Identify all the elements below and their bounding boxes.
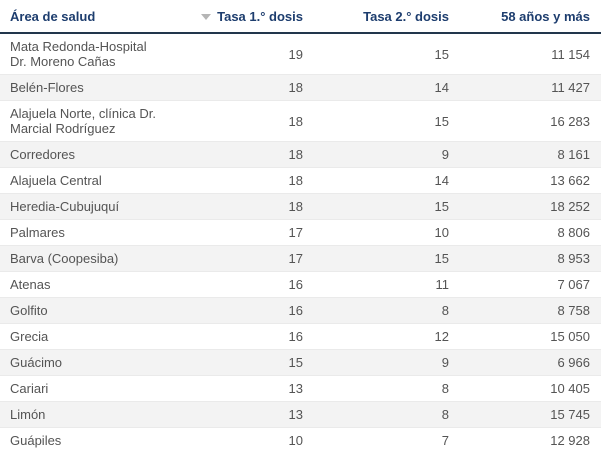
table-row[interactable]: Golfito 16 8 8 758 [0, 297, 601, 324]
cell-tasa2: 7 [306, 427, 452, 452]
cell-tasa2: 15 [306, 100, 452, 142]
cell-tasa2: 8 [306, 401, 452, 428]
cell-age58: 12 928 [452, 427, 601, 452]
table-row[interactable]: Corredores 18 9 8 161 [0, 141, 601, 168]
cell-tasa1: 15 [196, 349, 306, 376]
cell-age58: 13 662 [452, 167, 601, 194]
cell-area: Cariari [0, 375, 196, 402]
cell-area: Grecia [0, 323, 196, 350]
cell-tasa2: 12 [306, 323, 452, 350]
cell-tasa2: 8 [306, 375, 452, 402]
cell-area: Belén-Flores [0, 74, 196, 101]
table-row[interactable]: Belén-Flores 18 14 11 427 [0, 74, 601, 101]
cell-tasa1: 18 [196, 141, 306, 168]
cell-tasa1: 13 [196, 401, 306, 428]
cell-area: Guápiles [0, 427, 196, 452]
cell-tasa1: 17 [196, 219, 306, 246]
cell-tasa1: 13 [196, 375, 306, 402]
cell-tasa1: 18 [196, 100, 306, 142]
column-header-tasa-1-label: Tasa 1.° dosis [217, 9, 303, 24]
cell-tasa1: 16 [196, 323, 306, 350]
cell-tasa1: 17 [196, 245, 306, 272]
table-row[interactable]: Heredia-Cubujuquí 18 15 18 252 [0, 193, 601, 220]
cell-tasa2: 9 [306, 141, 452, 168]
cell-tasa2: 15 [434, 46, 449, 62]
cell-area: Mata Redonda-Hospital Dr. Moreno Cañas [10, 39, 147, 69]
data-table: Área de salud Tasa 1.° dosis Tasa 2.° do… [0, 3, 601, 452]
cell-tasa2: 15 [306, 245, 452, 272]
cell-area: Barva (Coopesiba) [0, 245, 196, 272]
cell-age58: 7 067 [452, 271, 601, 298]
cell-tasa1: 18 [196, 74, 306, 101]
cell-age58: 16 283 [452, 100, 601, 142]
cell-tasa2: 14 [306, 167, 452, 194]
table-row[interactable]: Guácimo 15 9 6 966 [0, 349, 601, 376]
table-row[interactable]: Mata Redonda-Hospital Dr. Moreno Cañas 1… [0, 33, 601, 75]
cell-area: Alajuela Norte, clínica Dr. Marcial Rodr… [0, 100, 196, 142]
table-row[interactable]: Guápiles 10 7 12 928 [0, 427, 601, 452]
cell-age58: 11 154 [551, 46, 590, 62]
cell-tasa1: 16 [196, 297, 306, 324]
cell-age58: 8 161 [452, 141, 601, 168]
cell-area: Golfito [0, 297, 196, 324]
column-header-tasa-2-dosis[interactable]: Tasa 2.° dosis [306, 3, 452, 34]
cell-area: Guácimo [0, 349, 196, 376]
table-row[interactable]: Alajuela Norte, clínica Dr. Marcial Rodr… [0, 100, 601, 142]
cell-age58: 8 806 [452, 219, 601, 246]
cell-age58: 15 050 [452, 323, 601, 350]
cell-age58: 8 758 [452, 297, 601, 324]
cell-tasa1: 18 [196, 167, 306, 194]
cell-area: Palmares [0, 219, 196, 246]
cell-tasa2: 9 [306, 349, 452, 376]
cell-area: Atenas [0, 271, 196, 298]
cell-area: Heredia-Cubujuquí [0, 193, 196, 220]
cell-tasa2: 11 [306, 271, 452, 298]
column-header-tasa-1-dosis[interactable]: Tasa 1.° dosis [196, 3, 306, 34]
cell-age58: 8 953 [452, 245, 601, 272]
table-row[interactable]: Palmares 17 10 8 806 [0, 219, 601, 246]
cell-area: Corredores [0, 141, 196, 168]
table-body: Mata Redonda-Hospital Dr. Moreno Cañas 1… [0, 33, 601, 452]
table-row[interactable]: Limón 13 8 15 745 [0, 401, 601, 428]
table-header: Área de salud Tasa 1.° dosis Tasa 2.° do… [0, 3, 601, 34]
cell-tasa2: 8 [306, 297, 452, 324]
cell-area: Limón [0, 401, 196, 428]
cell-age58: 10 405 [452, 375, 601, 402]
cell-tasa1: 10 [196, 427, 306, 452]
table-row[interactable]: Alajuela Central 18 14 13 662 [0, 167, 601, 194]
sort-descending-icon [201, 14, 211, 20]
cell-age58: 15 745 [452, 401, 601, 428]
cell-age58: 11 427 [452, 74, 601, 101]
column-header-58-anos-y-mas[interactable]: 58 años y más [452, 3, 601, 34]
column-header-area-de-salud[interactable]: Área de salud [0, 3, 196, 34]
table-row[interactable]: Grecia 16 12 15 050 [0, 323, 601, 350]
table-row[interactable]: Atenas 16 11 7 067 [0, 271, 601, 298]
table-row[interactable]: Cariari 13 8 10 405 [0, 375, 601, 402]
cell-tasa2: 14 [306, 74, 452, 101]
table-row[interactable]: Barva (Coopesiba) 17 15 8 953 [0, 245, 601, 272]
cell-tasa1: 18 [196, 193, 306, 220]
cell-age58: 6 966 [452, 349, 601, 376]
cell-tasa2: 10 [306, 219, 452, 246]
cell-age58: 18 252 [452, 193, 601, 220]
cell-area: Alajuela Central [0, 167, 196, 194]
cell-tasa2: 15 [306, 193, 452, 220]
cell-tasa1: 16 [196, 271, 306, 298]
cell-tasa1: 19 [288, 46, 303, 62]
